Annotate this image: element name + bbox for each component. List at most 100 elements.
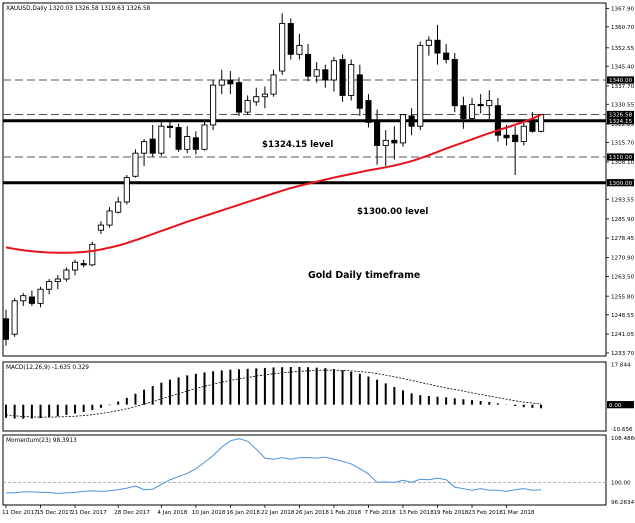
candle-bullish (89, 243, 96, 266)
candle-bearish (460, 105, 467, 119)
time-axis-label: 28 Dec 2017 (114, 510, 150, 516)
candle-bearish (443, 52, 450, 60)
candle-bearish (408, 115, 415, 127)
candle-bullish (141, 141, 148, 154)
candle-bullish (158, 125, 165, 154)
candle-bearish (227, 79, 234, 85)
time-axis-label: 19 Feb 2018 (434, 510, 469, 516)
price-box (607, 153, 634, 161)
candle-bearish (149, 138, 156, 154)
price-box-label: 1326.58 (609, 113, 633, 119)
candle-bullish (37, 288, 44, 304)
time-axis-label: 26 Jan 2018 (295, 510, 329, 516)
time-axis-label: 11 Dec 2017 (2, 510, 38, 516)
time-axis-label: 15 Dec 2017 (37, 510, 73, 516)
candle-bullish (115, 201, 122, 213)
candle-bullish (417, 44, 424, 127)
price-axis-label: 1293.55 (611, 197, 635, 203)
momentum-line (6, 438, 542, 494)
price-axis-label: 1337.70 (611, 84, 635, 90)
candle-bullish (399, 114, 407, 144)
candle-bullish (313, 69, 320, 77)
candle-bearish (28, 296, 35, 304)
candle-bearish (175, 127, 182, 150)
candle-bearish (391, 139, 398, 144)
symbol-header: XAUUSD,Daily 1320.03 1326.58 1319.63 132… (6, 6, 151, 12)
candle-bullish (97, 224, 104, 231)
price-axis-label: 1285.90 (611, 217, 635, 223)
level-annotation-1324: $1324.15 level (262, 140, 333, 150)
candle-bullish (184, 136, 191, 150)
candle-bullish (520, 125, 527, 143)
level-annotation-1300: $1300.00 level (357, 207, 428, 217)
price-axis-label: 1322.85 (611, 122, 635, 128)
candle-bullish (538, 114, 545, 132)
time-axis-label: 22 Jan 2018 (261, 510, 295, 516)
candle-bearish (287, 23, 294, 55)
candle-bullish (486, 100, 493, 107)
price-axis-label: 1308.10 (611, 160, 635, 166)
macd-signal-line (5, 369, 542, 418)
time-axis-label: 21 Dec 2017 (71, 510, 107, 516)
moving-average-line (5, 113, 542, 254)
candle-bearish (503, 134, 510, 139)
price-axis-label: 1330.55 (611, 102, 635, 108)
candle-bearish (434, 39, 441, 54)
price-axis-label: 1263.50 (611, 275, 635, 281)
candle-bullish (210, 84, 217, 126)
momentum-panel-frame (2, 434, 607, 506)
candle-bearish (451, 59, 458, 107)
price-box (607, 110, 634, 119)
price-box-label: 1310.00 (609, 155, 633, 161)
candle-bullish (46, 281, 53, 290)
candle-bearish (305, 53, 312, 77)
price-box (607, 179, 634, 187)
candle-bullish (218, 79, 225, 86)
price-axis-label: 1255.80 (611, 294, 635, 300)
candle-bullish (296, 44, 303, 55)
price-axis-label: 1278.45 (611, 236, 635, 242)
chart-caption: Gold Daily timeframe (308, 270, 420, 281)
macd-axis-label: 17.844 (611, 362, 631, 368)
candle-bearish (235, 82, 243, 113)
candle-bullish (123, 177, 130, 203)
price-box-label: 1324.15 (609, 119, 633, 125)
price-axis-label: 1241.05 (611, 332, 635, 338)
candle-bullish (261, 93, 268, 98)
macd-zero-label: 0.00 (609, 403, 622, 409)
momentum-axis-label: 108.4866 (611, 436, 635, 442)
momentum-axis-label: 100.00 (611, 481, 631, 487)
price-box (607, 76, 634, 84)
candle-bearish (365, 100, 372, 123)
price-axis-label: 1360.70 (611, 25, 635, 31)
macd-axis-label: -10.656 (611, 427, 633, 433)
candle-bearish (374, 121, 381, 146)
candle-bullish (425, 39, 432, 46)
candle-bullish (348, 64, 355, 96)
candle-bearish (166, 125, 174, 128)
price-box (607, 117, 634, 125)
price-box-label: 1340.00 (609, 78, 633, 84)
candle-bullish (201, 124, 208, 150)
price-axis-label: 1352.55 (611, 46, 635, 52)
candle-bearish (80, 263, 87, 266)
time-axis-label: 13 Feb 2018 (399, 510, 434, 516)
candle-bullish (270, 74, 277, 95)
macd-indicator-label: MACD(12,26,9) -1.635 0.329 (6, 365, 89, 371)
candle-bullish (11, 300, 18, 335)
candle-bullish (330, 60, 337, 81)
time-axis-label: 16 Jan 2018 (226, 510, 260, 516)
candle-bearish (356, 74, 363, 109)
price-axis-label: 1345.40 (611, 64, 635, 70)
candle-bullish (244, 100, 251, 113)
candle-bullish (20, 295, 27, 302)
candle-bearish (339, 59, 346, 96)
price-axis-label: 1233.70 (611, 351, 635, 357)
time-axis-label: 10 Jan 2018 (192, 510, 226, 516)
price-axis-label: 1248.55 (611, 313, 635, 319)
price-axis-label: 1270.90 (611, 256, 635, 262)
candle-bearish (494, 105, 501, 136)
price-axis-label: 1367.90 (611, 7, 635, 13)
candle-bearish (512, 134, 519, 143)
